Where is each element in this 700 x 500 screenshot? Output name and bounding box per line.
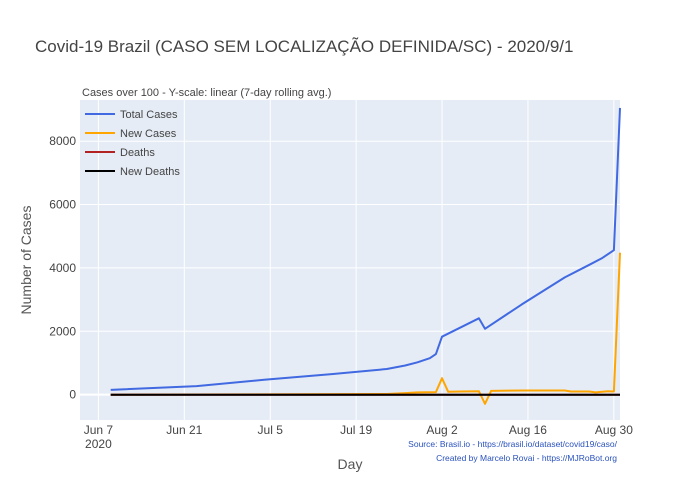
x-tick-label: Aug 16 xyxy=(509,423,547,437)
source-annotation: Source: Brasil.io - https://brasil.io/da… xyxy=(408,439,617,449)
y-tick-label: 0 xyxy=(69,388,76,402)
x-tick-label: Jul 19 xyxy=(340,423,372,437)
series-line-new-cases xyxy=(110,252,621,405)
y-tick-label: 6000 xyxy=(49,198,76,212)
data-series xyxy=(110,107,621,405)
plot-area xyxy=(80,100,620,420)
series-line-total-cases xyxy=(110,107,621,391)
x-tick-label: Jun 21 xyxy=(166,423,202,437)
legend-item-new-cases[interactable]: New Cases xyxy=(85,128,177,140)
legend-item-total-cases[interactable]: Total Cases xyxy=(85,109,178,121)
y-tick-label: 8000 xyxy=(49,134,76,148)
x-tick-label: Aug 2 xyxy=(426,423,458,437)
y-tick-labels: 0 2000 4000 6000 8000 xyxy=(49,134,76,401)
x-axis-label: Day xyxy=(338,456,363,472)
x-tick-label: Jun 7 xyxy=(84,423,114,437)
x-tick-sublabel: 2020 xyxy=(85,437,112,451)
legend-item-new-deaths[interactable]: New Deaths xyxy=(85,166,180,178)
y-tick-label: 4000 xyxy=(49,261,76,275)
legend[interactable]: Total Cases New Cases Deaths New Deaths xyxy=(85,109,180,178)
x-gridlines xyxy=(97,100,615,420)
legend-label: Deaths xyxy=(120,147,155,159)
legend-label: New Cases xyxy=(120,128,177,140)
chart-subtitle: Cases over 100 - Y-scale: linear (7-day … xyxy=(82,87,331,99)
author-annotation: Created by Marcelo Rovai - https://MJRoB… xyxy=(436,453,617,463)
chart-title: Covid-19 Brazil (CASO SEM LOCALIZAÇÃO DE… xyxy=(35,37,574,56)
y-axis-label: Number of Cases xyxy=(18,206,34,315)
legend-label: Total Cases xyxy=(120,109,178,121)
x-tick-label: Jul 5 xyxy=(258,423,284,437)
legend-item-deaths[interactable]: Deaths xyxy=(85,147,155,159)
x-tick-label: Aug 30 xyxy=(595,423,633,437)
y-tick-label: 2000 xyxy=(49,324,76,338)
legend-label: New Deaths xyxy=(120,166,180,178)
